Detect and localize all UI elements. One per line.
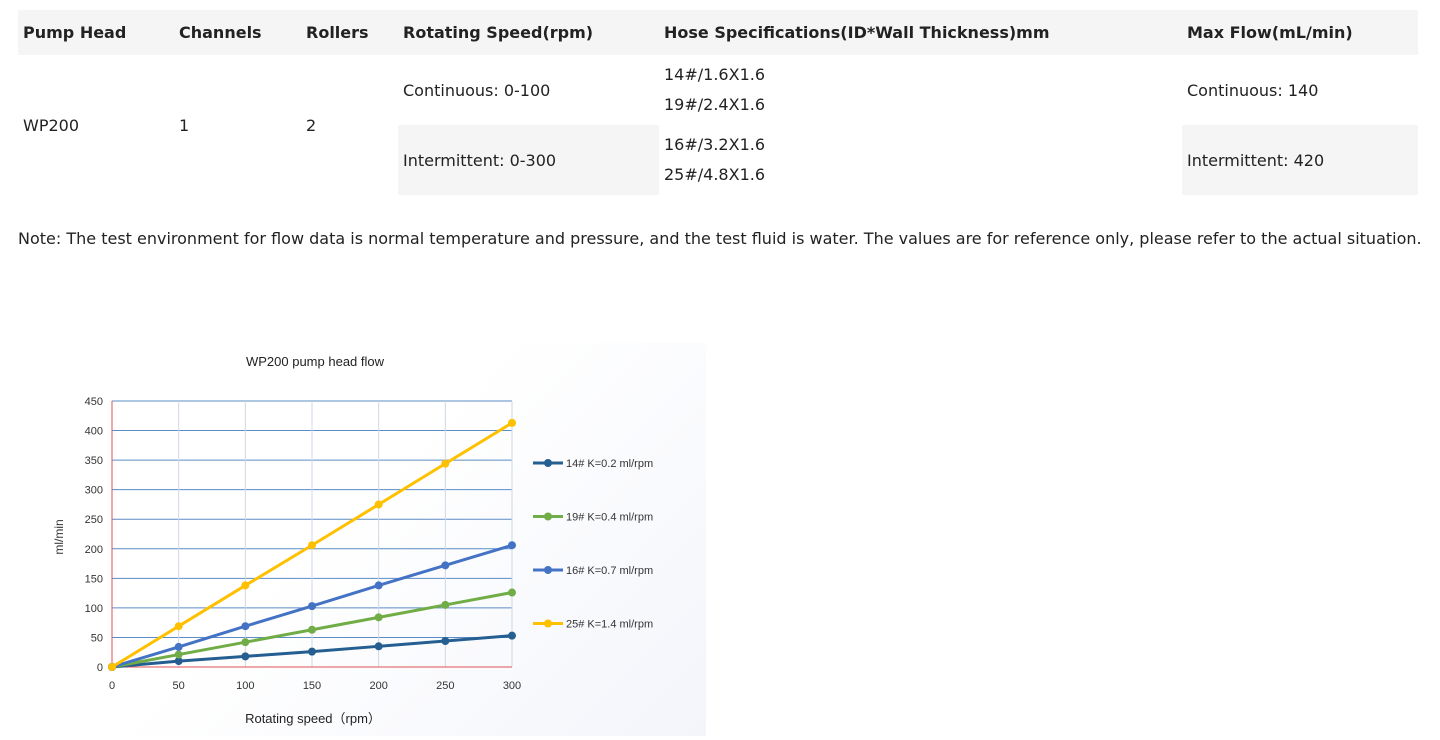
flow-note: Note: The test environment for flow data… (18, 229, 1422, 248)
table-row: WP200 1 2 Continuous: 0-100 14#/1.6X1.6 … (18, 55, 1418, 135)
x-tick-label: 300 (503, 680, 521, 692)
cell-hose-group-1: 14#/1.6X1.6 19#/2.4X1.6 (659, 55, 1182, 125)
y-axis-label: ml/min (52, 519, 66, 554)
data-point (241, 638, 250, 647)
col-header-channels: Channels (174, 10, 301, 55)
y-tick-label: 400 (85, 426, 103, 438)
data-point (174, 650, 183, 659)
legend: 14# K=0.2 ml/rpm 19# K=0.4 ml/rpm 16# K=0.… (533, 458, 653, 631)
data-point (508, 541, 516, 550)
flow-chart: WP200 pump head flow 0 50 100 150 200 250 300 3… (16, 343, 706, 736)
hose-spec: 19#/2.4X1.6 (664, 95, 766, 114)
y-tick-label: 100 (85, 603, 103, 615)
col-header-hose-specs: Hose Specifications(ID*Wall Thickness)mm (659, 10, 1182, 55)
hose-spec: 16#/3.2X1.6 (664, 135, 766, 154)
y-tick-label: 150 (85, 573, 103, 585)
data-point (374, 581, 383, 590)
cell-channels: 1 (179, 115, 190, 135)
y-tick-label: 200 (85, 544, 103, 556)
data-point (241, 622, 250, 631)
data-point (374, 500, 383, 509)
cell-flow-continuous: Continuous: 140 (1187, 80, 1319, 100)
data-point (108, 663, 116, 671)
data-point (308, 625, 316, 634)
col-header-max-flow: Max Flow(mL/min) (1182, 10, 1418, 55)
data-point (441, 600, 450, 609)
legend-label: 19# K=0.4 ml/rpm (566, 512, 653, 524)
data-point (241, 581, 250, 590)
data-point (441, 561, 450, 570)
chart-title: WP200 pump head flow (246, 354, 385, 369)
data-point (374, 642, 383, 651)
table-row: Intermittent: 0-300 16#/3.2X1.6 25#/4.8X… (18, 125, 1418, 195)
col-header-pump-head: Pump Head (18, 10, 174, 55)
data-point (308, 541, 316, 550)
legend-swatch-marker (544, 512, 552, 521)
x-tick-label: 50 (173, 680, 185, 692)
col-header-rollers: Rollers (301, 10, 398, 55)
y-tick-label: 300 (85, 485, 103, 497)
legend-label: 25# K=1.4 ml/rpm (566, 619, 653, 631)
axes: 0 50 100 150 200 250 300 350 400 450 0 50 100 150 200 2… (85, 396, 522, 692)
data-point (374, 613, 383, 622)
spec-table: Pump Head Channels Rollers Rotating Spee… (18, 10, 1418, 195)
data-point (174, 642, 183, 651)
col-header-rotating-speed: Rotating Speed(rpm) (398, 10, 659, 55)
data-point (174, 657, 183, 666)
x-axis-label: Rotating speed（rpm） (245, 711, 381, 726)
x-tick-label: 150 (303, 680, 321, 692)
data-point (441, 636, 450, 645)
y-tick-label: 50 (91, 632, 103, 644)
cell-flow-intermittent: Intermittent: 420 (1182, 125, 1418, 195)
series-lines (108, 418, 516, 671)
y-tick-label: 0 (97, 662, 103, 674)
data-point (508, 588, 516, 597)
data-point (308, 647, 316, 656)
x-tick-label: 100 (236, 680, 254, 692)
hose-spec: 14#/1.6X1.6 (664, 65, 766, 84)
x-tick-label: 200 (369, 680, 387, 692)
cell-model: WP200 (23, 115, 80, 135)
data-point (441, 459, 450, 468)
table-header-row: Pump Head Channels Rollers Rotating Spee… (18, 10, 1418, 55)
cell-speed-intermittent: Intermittent: 0-300 (398, 125, 659, 195)
legend-swatch-marker (544, 566, 552, 574)
x-tick-label: 250 (436, 680, 454, 692)
legend-swatch-marker (544, 619, 552, 628)
legend-label: 16# K=0.7 ml/rpm (566, 565, 653, 577)
cell-speed-continuous: Continuous: 0-100 (403, 80, 551, 100)
cell-hose-group-2: 16#/3.2X1.6 25#/4.8X1.6 (659, 125, 1182, 195)
hose-spec: 25#/4.8X1.6 (664, 165, 766, 184)
data-point (508, 631, 516, 640)
x-tick-label: 0 (109, 680, 115, 692)
data-point (508, 418, 516, 427)
flow-chart-svg: WP200 pump head flow 0 50 100 150 200 250 300 3… (52, 354, 653, 726)
y-tick-label: 450 (85, 396, 103, 408)
data-point (174, 622, 183, 631)
y-tick-label: 350 (85, 455, 103, 467)
y-tick-label: 250 (85, 514, 103, 526)
data-point (308, 602, 316, 611)
legend-swatch-marker (544, 459, 552, 467)
cell-rollers: 2 (306, 115, 317, 135)
data-point (241, 652, 250, 661)
legend-label: 14# K=0.2 ml/rpm (566, 458, 653, 470)
